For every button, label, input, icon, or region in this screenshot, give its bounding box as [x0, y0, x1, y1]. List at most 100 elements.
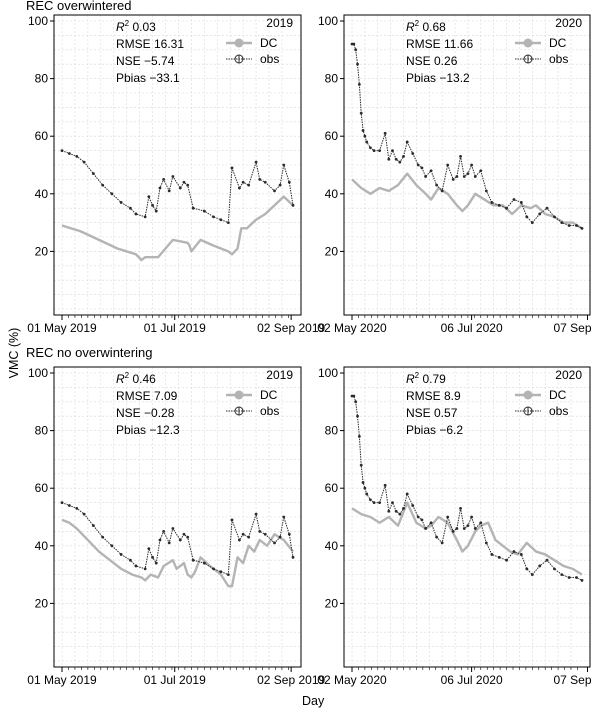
obs-point: [391, 149, 394, 153]
obs-point: [219, 570, 223, 574]
obs-point: [383, 483, 387, 487]
stat-r2: R2 0.03: [116, 19, 156, 34]
obs-point: [560, 221, 564, 225]
obs-point: [273, 189, 276, 193]
series-line-dc: [61, 518, 294, 588]
legend-spacer: [226, 27, 240, 28]
obs-point: [273, 541, 276, 545]
obs-point: [429, 169, 433, 173]
obs-point: [545, 206, 549, 210]
obs-point: [151, 555, 154, 559]
legend-obs-label: obs: [549, 404, 568, 418]
obs-point: [519, 553, 523, 556]
obs-point: [446, 515, 450, 519]
stat-r2: R2 0.79: [406, 371, 446, 386]
legend-title: 2020: [555, 16, 582, 30]
obs-point: [416, 163, 420, 167]
obs-point: [420, 518, 424, 522]
obs-point: [484, 189, 488, 193]
obs-point: [416, 515, 420, 519]
obs-point: [263, 532, 267, 536]
obs-point: [119, 553, 123, 556]
obs-point: [226, 221, 230, 225]
obs-point: [429, 521, 433, 525]
stat-rmse: RMSE 11.66: [406, 37, 473, 51]
obs-point: [162, 178, 166, 181]
obs-point: [455, 527, 459, 530]
obs-point: [575, 576, 578, 579]
obs-point: [287, 180, 291, 184]
legend-dc-marker: [523, 38, 533, 48]
obs-point: [398, 160, 402, 164]
obs-point: [365, 492, 369, 496]
panel-frame: [53, 366, 302, 668]
obs-point: [435, 183, 439, 187]
obs-point: [162, 530, 166, 533]
legend-obs-label: obs: [260, 52, 279, 66]
obs-point: [530, 221, 534, 225]
obs-point: [538, 564, 542, 568]
panel-frame: [53, 14, 302, 316]
obs-point: [451, 530, 455, 533]
obs-point: [369, 146, 372, 150]
legend-dc-label: DC: [260, 388, 278, 402]
obs-point: [282, 515, 286, 519]
obs-point: [479, 169, 483, 173]
y-tick-label: 80: [325, 424, 339, 438]
legend-title: 2020: [555, 368, 582, 382]
obs-point: [580, 578, 584, 582]
legend-title: 2019: [266, 16, 293, 30]
legend-title: 2019: [266, 368, 293, 382]
obs-point: [238, 186, 241, 190]
obs-point: [505, 206, 508, 210]
obs-point: [167, 541, 171, 545]
obs-point: [278, 535, 282, 539]
obs-point: [497, 555, 501, 559]
obs-point: [394, 157, 398, 161]
obs-point: [383, 131, 387, 135]
legend-dc-marker: [234, 390, 244, 400]
obs-point: [530, 573, 534, 576]
obs-point: [263, 180, 267, 184]
chart-panel-1: 20 40 60 80 100 01 May 2019 01 Jul 2019 02 Sep …: [27, 14, 325, 335]
stat-nse: NSE −0.28: [116, 406, 175, 420]
stat-nse: NSE 0.26: [406, 54, 458, 68]
obs-point: [60, 501, 64, 504]
obs-point: [241, 532, 245, 536]
stat-rmse: RMSE 7.09: [116, 389, 178, 403]
obs-point: [411, 504, 415, 507]
obs-point: [553, 567, 556, 571]
legend-dc-marker: [523, 390, 533, 400]
legend-obs-label: obs: [260, 404, 279, 418]
obs-point: [186, 535, 190, 539]
obs-point: [391, 501, 394, 504]
legend-dc-label: DC: [549, 36, 567, 50]
stat-pbias: Pbias −13.2: [406, 71, 470, 85]
obs-point: [363, 134, 367, 138]
obs-point: [361, 129, 365, 132]
y-tick-label: 40: [325, 187, 339, 201]
obs-point: [372, 501, 376, 504]
obs-point: [462, 175, 466, 178]
obs-point: [143, 567, 147, 571]
obs-point: [191, 206, 195, 210]
obs-point: [369, 498, 372, 502]
obs-point: [134, 212, 138, 216]
legend-dc-marker: [234, 38, 244, 48]
obs-point: [538, 212, 542, 216]
obs-point: [110, 192, 114, 196]
obs-point: [519, 201, 523, 204]
obs-point: [151, 203, 154, 207]
series-line-obs: [352, 395, 583, 581]
obs-point: [512, 198, 516, 201]
obs-point: [258, 530, 262, 533]
obs-point: [470, 163, 473, 167]
panel-frame: [343, 14, 591, 316]
obs-point: [182, 532, 186, 536]
obs-point: [479, 521, 483, 525]
y-tick-label: 20: [35, 596, 49, 610]
obs-point: [405, 140, 409, 144]
obs-point: [154, 209, 158, 213]
legend-dc-label: DC: [260, 36, 278, 50]
y-tick-label: 80: [325, 72, 339, 86]
